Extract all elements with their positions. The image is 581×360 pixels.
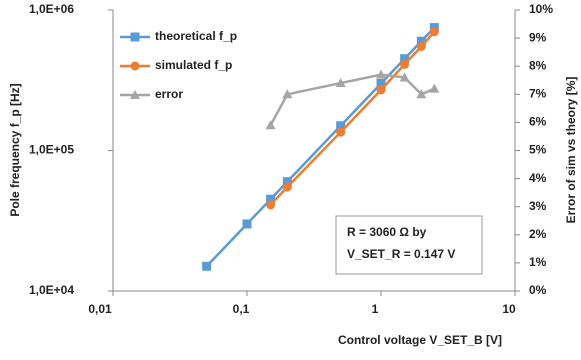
y2-tick-label: 8%	[529, 58, 547, 72]
series-line	[269, 73, 435, 126]
annotation-text: V_SET_R = 0.147 V	[347, 247, 455, 261]
marker	[282, 182, 292, 192]
marker	[429, 83, 440, 93]
marker	[376, 78, 386, 88]
marker	[429, 27, 439, 37]
y2-tick-label: 6%	[529, 115, 547, 129]
marker	[416, 41, 426, 51]
marker	[416, 36, 426, 46]
legend-label: theoretical f_p	[155, 29, 237, 43]
y2-tick-label: 5%	[529, 143, 547, 157]
series-line	[269, 30, 436, 206]
y-tick-label: 1,0E+05	[29, 143, 74, 157]
y2-tick-label: 4%	[529, 171, 547, 185]
x-axis-title: Control voltage V_SET_B [V]	[338, 333, 502, 347]
x-tick-label: 1	[372, 302, 379, 316]
marker	[335, 78, 346, 88]
marker	[130, 61, 140, 71]
marker	[400, 59, 410, 69]
y2-tick-label: 3%	[529, 199, 547, 213]
y2-tick-label: 2%	[529, 227, 547, 241]
marker	[202, 261, 212, 271]
legend-label: error	[155, 87, 183, 101]
marker	[266, 200, 276, 210]
x-tick-label: 10	[502, 302, 516, 316]
marker	[130, 90, 140, 99]
marker	[336, 127, 346, 137]
marker	[282, 177, 292, 187]
marker	[400, 54, 410, 64]
annotation-box	[335, 215, 483, 275]
y2-tick-label: 7%	[529, 86, 547, 100]
marker	[416, 89, 427, 99]
x-tick-label: 0,01	[88, 302, 112, 316]
marker	[376, 69, 386, 79]
marker	[399, 72, 410, 82]
marker	[266, 194, 276, 204]
legend-label: simulated f_p	[155, 58, 232, 72]
marker	[265, 120, 276, 130]
y2-tick-label: 10%	[529, 2, 553, 16]
marker	[376, 85, 386, 95]
marker	[130, 32, 140, 42]
x-tick-label: 0,1	[233, 302, 250, 316]
y2-tick-label: 9%	[529, 30, 547, 44]
y2-axis-title: Error of sim vs theory [%]	[564, 77, 578, 224]
annotation-text: R = 3060 Ω by	[347, 225, 427, 239]
y-tick-label: 1,0E+06	[29, 2, 74, 16]
y-axis-title: Pole frequency f_p [Hz]	[8, 83, 22, 216]
y-tick-label: 1,0E+04	[29, 283, 74, 297]
marker	[242, 219, 252, 229]
y2-tick-label: 0%	[529, 283, 547, 297]
marker	[336, 121, 346, 131]
marker	[282, 89, 293, 99]
y2-tick-label: 1%	[529, 255, 547, 269]
